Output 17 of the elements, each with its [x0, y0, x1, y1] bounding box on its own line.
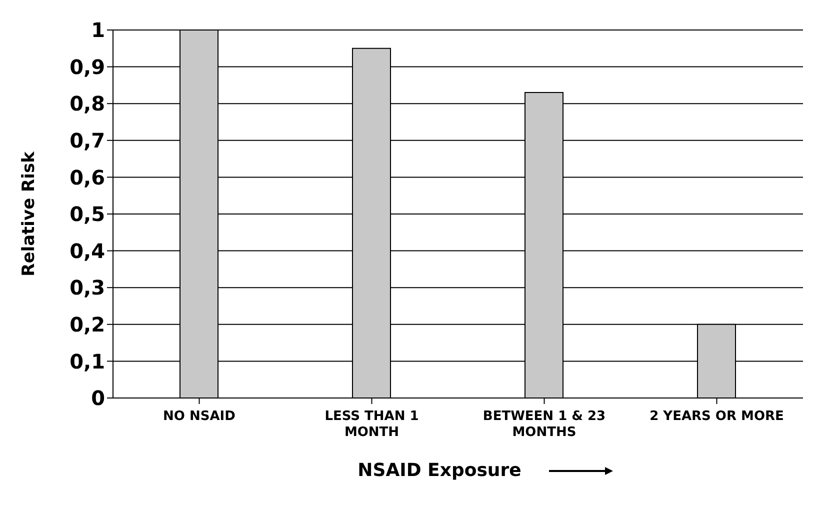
y-tick-label: 0,7 — [70, 128, 105, 152]
y-tick-label: 0,1 — [70, 349, 105, 374]
y-tick-label: 0,2 — [70, 312, 105, 336]
y-tick-label: 0,8 — [70, 92, 105, 116]
x-tick-label: NO NSAID — [163, 409, 236, 424]
x-tick-label: LESS THAN 1 MONTH — [324, 409, 419, 440]
y-tick-label: 0 — [91, 386, 105, 410]
y-tick-label: 0,5 — [70, 202, 105, 226]
x-tick-label: BETWEEN 1 & 23 MONTHS — [482, 409, 606, 440]
x-axis-title: NSAID Exposure — [358, 460, 522, 481]
y-tick-label: 0,4 — [70, 238, 105, 263]
y-tick-label: 1 — [91, 18, 105, 42]
y-tick-label: 0,3 — [70, 276, 105, 300]
y-axis-title: Relative Risk — [19, 150, 40, 276]
y-tick-label: 0,6 — [70, 165, 105, 190]
y-tick-label: 0,9 — [70, 54, 105, 79]
x-tick-label: 2 YEARS OR MORE — [650, 409, 784, 424]
